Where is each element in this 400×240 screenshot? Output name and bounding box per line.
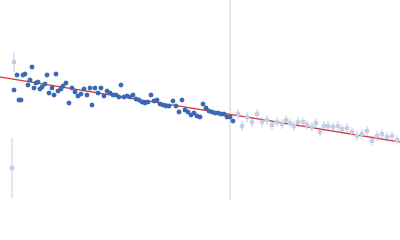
- point: [379, 131, 385, 137]
- point: [239, 123, 245, 129]
- point: [46, 90, 52, 96]
- point: [66, 100, 72, 106]
- point: [166, 103, 172, 109]
- point: [295, 119, 301, 125]
- point: [173, 103, 179, 109]
- point: [344, 125, 350, 131]
- point: [321, 123, 327, 129]
- point: [31, 85, 37, 91]
- point: [384, 134, 390, 140]
- point: [101, 93, 107, 99]
- point: [179, 97, 185, 103]
- point: [145, 99, 151, 105]
- point: [235, 111, 241, 117]
- point: [269, 122, 275, 128]
- point: [185, 109, 191, 115]
- point: [39, 84, 45, 90]
- point: [89, 102, 95, 108]
- point: [191, 110, 197, 116]
- point: [279, 121, 285, 127]
- point: [339, 126, 345, 132]
- point: [81, 86, 87, 92]
- point: [60, 83, 66, 89]
- point: [148, 92, 154, 98]
- page: (() => { const data = JSON.parse(documen…: [0, 0, 400, 200]
- point: [87, 85, 93, 91]
- point: [49, 85, 55, 91]
- point: [359, 131, 365, 137]
- point: [221, 111, 227, 117]
- point: [116, 94, 122, 100]
- point: [27, 77, 33, 83]
- point: [227, 114, 233, 120]
- point: [42, 81, 48, 87]
- point: [72, 89, 78, 95]
- point: [98, 85, 104, 91]
- point: [95, 90, 101, 96]
- point: [264, 117, 270, 123]
- point: [349, 129, 355, 135]
- point: [44, 72, 50, 78]
- point: [203, 105, 209, 111]
- point: [29, 64, 35, 70]
- point: [170, 98, 176, 104]
- fit-line: [0, 76, 400, 143]
- point: [92, 85, 98, 91]
- point: [259, 119, 265, 125]
- point: [317, 129, 323, 135]
- point: [309, 124, 315, 130]
- point: [394, 137, 400, 143]
- point: [364, 128, 370, 134]
- point: [230, 118, 236, 124]
- point: [53, 71, 59, 77]
- point: [69, 85, 75, 91]
- point: [130, 92, 136, 98]
- point: [300, 119, 306, 125]
- point: [78, 91, 84, 97]
- point: [14, 72, 20, 78]
- point: [354, 133, 360, 139]
- point: [35, 79, 41, 85]
- point: [63, 80, 69, 86]
- point: [369, 138, 375, 144]
- point: [176, 109, 182, 115]
- point: [374, 133, 380, 139]
- point: [325, 123, 331, 129]
- chart: [0, 0, 400, 200]
- point: [249, 119, 255, 125]
- point: [11, 87, 17, 93]
- point: [22, 71, 28, 77]
- point: [84, 92, 90, 98]
- point: [283, 117, 289, 123]
- point: [389, 133, 395, 139]
- point: [200, 101, 206, 107]
- point: [154, 97, 160, 103]
- point: [25, 82, 31, 88]
- point: [335, 123, 341, 129]
- point: [304, 122, 310, 128]
- point: [118, 82, 124, 88]
- point: [51, 92, 57, 98]
- point: [291, 123, 297, 129]
- point: [18, 97, 24, 103]
- point: [254, 111, 260, 117]
- point: [330, 124, 336, 130]
- point: [287, 120, 293, 126]
- point: [197, 114, 203, 120]
- point: [9, 165, 15, 171]
- point: [11, 59, 17, 65]
- point: [244, 114, 250, 120]
- point: [274, 119, 280, 125]
- point: [313, 120, 319, 126]
